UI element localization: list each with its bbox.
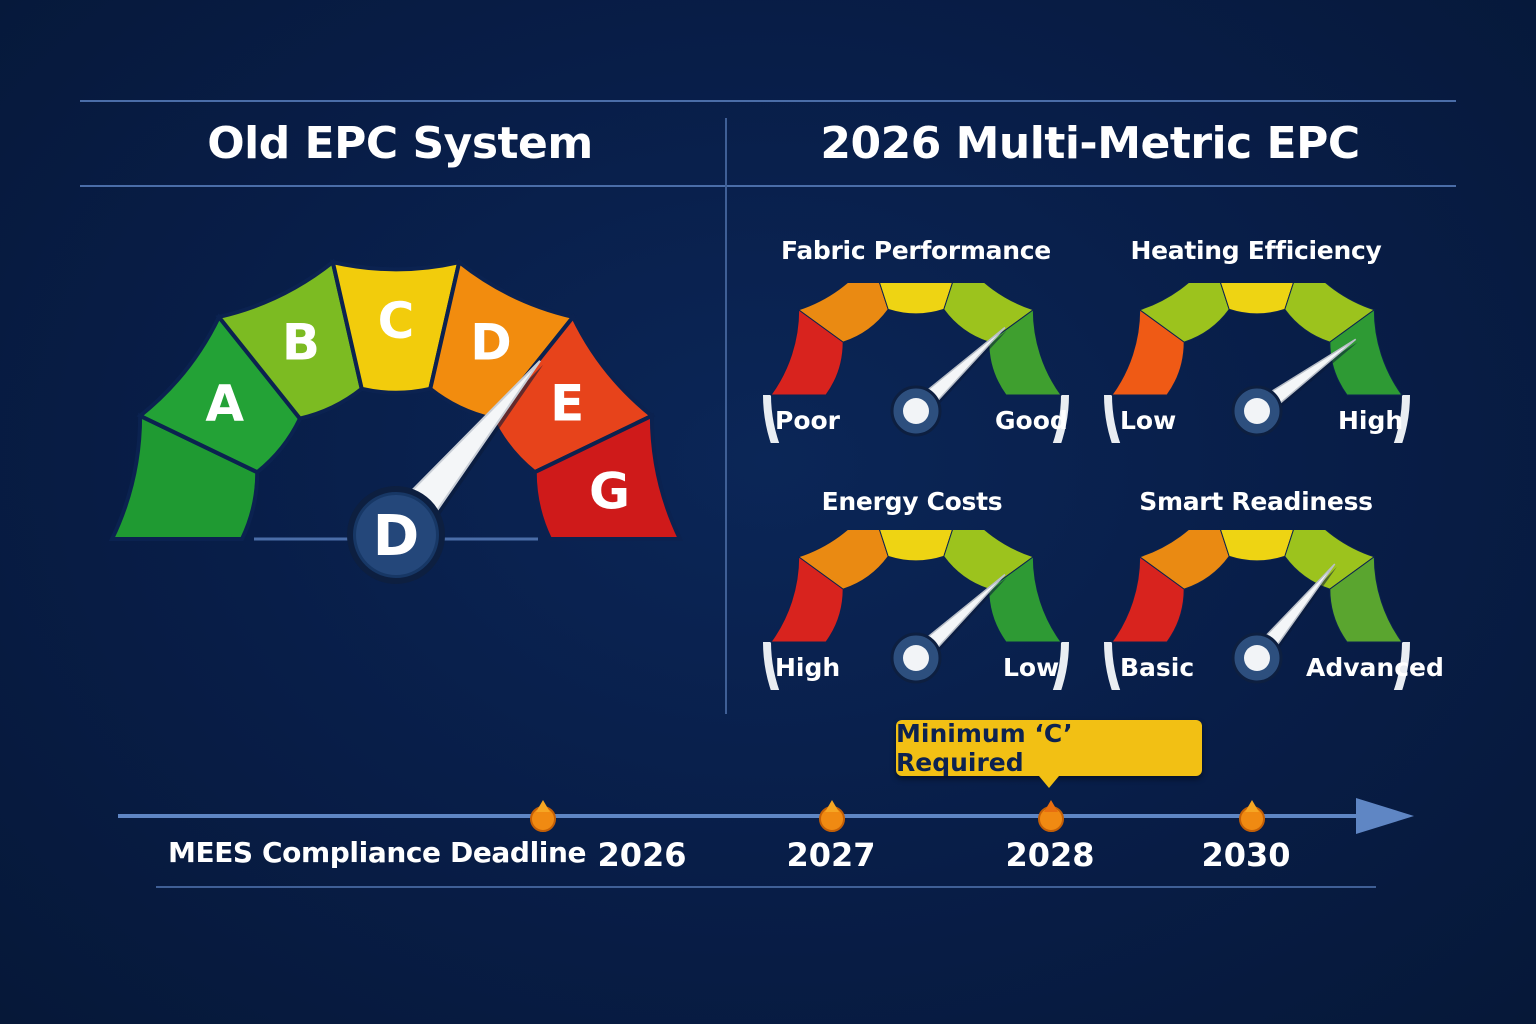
current-rating-letter: D — [373, 504, 419, 569]
old-epc-title: Old EPC System — [207, 118, 593, 169]
gauge-right-label: Good — [995, 406, 1068, 435]
gauge-segment — [797, 283, 889, 343]
gauge-left-label: Low — [1120, 406, 1177, 435]
rating-band-letter: D — [470, 314, 512, 372]
gauge-left-label: Poor — [775, 406, 841, 435]
rating-band-letter: B — [282, 314, 320, 372]
gauge-left-label: High — [775, 653, 841, 682]
gauge-left-label: Basic — [1120, 653, 1195, 682]
timeline-arrowhead — [1356, 798, 1414, 834]
gauge-segment — [1138, 283, 1230, 343]
compliance-timeline — [118, 798, 1414, 834]
gauge-segment — [1220, 283, 1294, 315]
rating-band-c: C — [330, 259, 462, 395]
gauge-right-label: High — [1338, 406, 1404, 435]
year-2028: 2028 — [1005, 836, 1095, 874]
rating-band-g: G — [532, 412, 684, 541]
gauge-right-label: Low — [1003, 653, 1060, 682]
bottom-divider — [156, 886, 1376, 888]
rating-band-letter: G — [589, 462, 630, 520]
rating-band-letter: E — [550, 374, 584, 432]
timeline-marker-2030 — [1239, 800, 1265, 832]
gauge-segment — [988, 308, 1062, 396]
gauge-title: Fabric Performance — [781, 236, 1051, 265]
timeline-marker-2028 — [1038, 800, 1064, 832]
gauge-title: Smart Readiness — [1139, 487, 1373, 516]
gauge-title: Heating Efficiency — [1130, 236, 1382, 265]
gauge-segment — [988, 555, 1062, 643]
gauge-segment — [879, 530, 953, 562]
gauge-dial — [1104, 530, 1410, 690]
gauge-dial — [763, 530, 1069, 690]
year-2030: 2030 — [1201, 836, 1291, 874]
gauge-hub — [1231, 632, 1283, 684]
old-epc-rating-gauge: AB C DEG D — [108, 258, 684, 584]
gauge-hub — [1231, 385, 1283, 437]
gauge-segment — [797, 530, 889, 590]
gauge-segment — [1138, 530, 1230, 590]
gauge-title: Energy Costs — [821, 487, 1003, 516]
gauge-segment — [879, 283, 953, 315]
mees-deadline-label: MEES Compliance Deadline — [168, 836, 587, 869]
year-2026: 2026 — [597, 836, 687, 874]
year-2027: 2027 — [786, 836, 876, 874]
top-divider — [80, 100, 1456, 102]
rating-band-letter: A — [205, 374, 244, 432]
gauge-segment — [1220, 530, 1294, 562]
gauge-dial — [1104, 283, 1410, 443]
header-divider — [80, 185, 1456, 187]
timeline-marker-2026 — [530, 800, 556, 832]
gauge-hub — [890, 632, 942, 684]
gauge-hub — [890, 385, 942, 437]
gauge-dial — [763, 283, 1069, 443]
timeline-marker-2027 — [819, 800, 845, 832]
rating-band-letter: C — [378, 292, 415, 350]
gauge-segment — [1329, 555, 1403, 643]
minimum-rating-callout: Minimum ‘C’ Required — [896, 719, 1202, 788]
new-epc-title: 2026 Multi-Metric EPC — [820, 118, 1360, 169]
panel-divider — [725, 118, 727, 714]
gauge-right-label: Advanced — [1306, 653, 1444, 682]
